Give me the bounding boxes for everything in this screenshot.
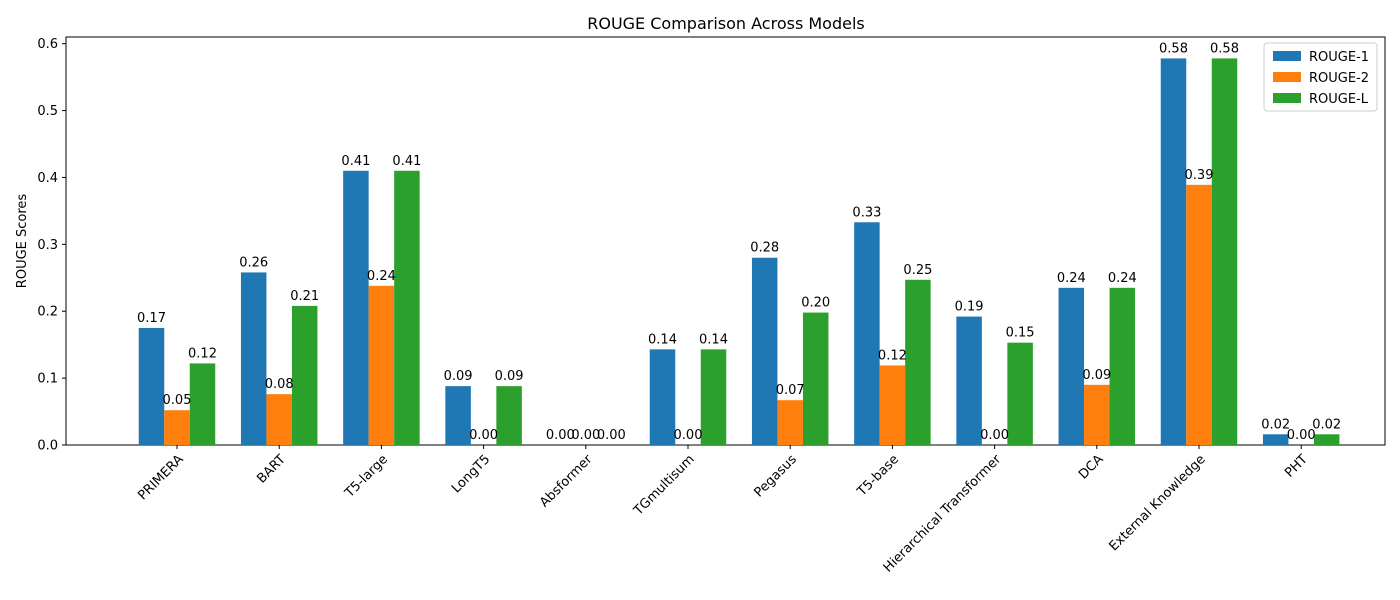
- bar-rouge-1: [240, 272, 267, 445]
- bar-rouge-1: [956, 316, 982, 445]
- legend: ROUGE-1 ROUGE-2 ROUGE-L: [1263, 42, 1378, 112]
- bar-rouge-2: [266, 394, 292, 445]
- bar-rouge-l: [189, 363, 216, 445]
- bar-value-label: 0.02: [1312, 417, 1341, 432]
- legend-entry-label: ROUGE-L: [1309, 92, 1369, 107]
- x-tick-label: PHT: [1282, 452, 1311, 481]
- bar-value-label: 0.00: [469, 428, 498, 443]
- y-axis: 0.0 0.1 0.2 0.3 0.4 0.5 0.6: [37, 37, 66, 454]
- x-tick-label: Absformer: [537, 452, 596, 511]
- x-tick-label: TGmultisum: [631, 452, 698, 519]
- bar-value-label: 0.12: [188, 346, 217, 361]
- bar-value-label: 0.14: [648, 332, 677, 347]
- bar-value-label: 0.24: [367, 269, 396, 284]
- y-tick-label: 0.0: [37, 439, 58, 454]
- bar-value-label: 0.09: [444, 369, 473, 384]
- x-tick-label: LongT5: [449, 452, 493, 496]
- legend-swatch-rouge-1: [1273, 51, 1301, 61]
- bar-rouge-1: [138, 327, 165, 445]
- bar-rouge-2: [1084, 384, 1110, 445]
- bar-rouge-2: [368, 285, 395, 445]
- bar-value-label: 0.33: [852, 205, 881, 220]
- bar-value-label: 0.15: [1006, 326, 1035, 341]
- y-axis-label: ROUGE Scores: [15, 194, 30, 289]
- bar-value-label: 0.58: [1210, 41, 1239, 56]
- bar-value-label: 0.12: [878, 348, 907, 363]
- bar-rouge-l: [394, 170, 420, 445]
- y-tick-label: 0.1: [37, 372, 58, 387]
- legend-entry-label: ROUGE-2: [1309, 71, 1369, 86]
- legend-swatch-rouge-l: [1273, 93, 1301, 103]
- bar-rouge-l: [802, 312, 829, 445]
- bar-rouge-l: [1109, 287, 1136, 445]
- bar-value-label: 0.00: [674, 428, 703, 443]
- bar-rouge-l: [1313, 434, 1340, 445]
- legend-swatch-rouge-2: [1273, 72, 1301, 82]
- bar-value-label: 0.14: [699, 332, 728, 347]
- bar-value-label: 0.25: [903, 263, 932, 278]
- bar-rouge-1: [1262, 434, 1289, 445]
- bar-value-label: 0.02: [1261, 417, 1290, 432]
- bar-value-label: 0.41: [392, 154, 421, 169]
- bar-value-label: 0.24: [1057, 271, 1086, 286]
- bar-rouge-1: [343, 170, 369, 445]
- bar-rouge-l: [496, 386, 522, 445]
- bar-rouge-1: [1160, 58, 1187, 445]
- bar-rouge-1: [649, 349, 676, 445]
- x-tick-label: Pegasus: [751, 452, 800, 501]
- y-tick-label: 0.2: [37, 305, 58, 320]
- bar-value-labels: 0.17 0.26 0.41 0.09 0.00 0.14 0.28 0.33 0.19 0.24…: [137, 41, 1341, 443]
- x-tick-label: Hierarchical Transformer: [881, 452, 1005, 576]
- bar-value-label: 0.58: [1159, 41, 1188, 56]
- bar-value-label: 0.26: [239, 255, 268, 270]
- bar-value-label: 0.09: [1082, 368, 1111, 383]
- bar-value-label: 0.07: [776, 383, 805, 398]
- x-axis: PRIMERA BART T5-large LongT5 Absformer TGmult…: [135, 445, 1311, 576]
- bar-value-label: 0.20: [801, 296, 830, 311]
- x-tick-label: PRIMERA: [135, 452, 186, 503]
- bar-rouge-l: [1211, 58, 1238, 445]
- bar-value-label: 0.08: [265, 377, 294, 392]
- y-tick-label: 0.4: [37, 171, 58, 186]
- y-tick-label: 0.5: [37, 104, 58, 119]
- chart-title: ROUGE Comparison Across Models: [587, 14, 865, 33]
- y-tick-label: 0.6: [37, 37, 58, 52]
- bar-rouge-2: [1186, 184, 1212, 445]
- bar-value-label: 0.00: [546, 428, 575, 443]
- bar-value-label: 0.00: [1287, 428, 1316, 443]
- x-tick-label: DCA: [1076, 452, 1106, 482]
- x-tick-label: T5-base: [854, 452, 902, 500]
- bar-value-label: 0.00: [980, 428, 1009, 443]
- bar-rouge-l: [1007, 342, 1033, 445]
- bar-rouge-1: [751, 257, 778, 445]
- bar-rouge-2: [777, 400, 803, 445]
- bar-value-label: 0.21: [290, 289, 319, 304]
- bar-rouge-l: [700, 349, 727, 445]
- bar-value-label: 0.39: [1185, 168, 1214, 183]
- bar-rouge-2: [164, 410, 190, 445]
- y-tick-label: 0.3: [37, 238, 58, 253]
- bar-value-label: 0.41: [341, 154, 370, 169]
- bar-value-label: 0.24: [1108, 271, 1137, 286]
- bar-value-label: 0.19: [955, 300, 984, 315]
- bars: [138, 58, 1340, 445]
- bar-value-label: 0.17: [137, 311, 166, 326]
- bar-value-label: 0.05: [163, 393, 192, 408]
- bar-value-label: 0.00: [597, 428, 626, 443]
- bar-rouge-l: [905, 279, 931, 445]
- bar-value-label: 0.00: [571, 428, 600, 443]
- legend-entry-label: ROUGE-1: [1309, 50, 1369, 65]
- bar-rouge-1: [445, 386, 471, 445]
- bar-rouge-2: [879, 365, 906, 445]
- x-tick-label: BART: [254, 452, 289, 487]
- x-tick-label: External Knowledge: [1106, 452, 1208, 554]
- bar-rouge-l: [291, 305, 318, 445]
- bar-rouge-1: [854, 222, 880, 445]
- bar-value-label: 0.09: [495, 369, 524, 384]
- bar-value-label: 0.28: [750, 241, 779, 256]
- x-tick-label: T5-large: [342, 452, 391, 501]
- bar-rouge-1: [1058, 287, 1085, 445]
